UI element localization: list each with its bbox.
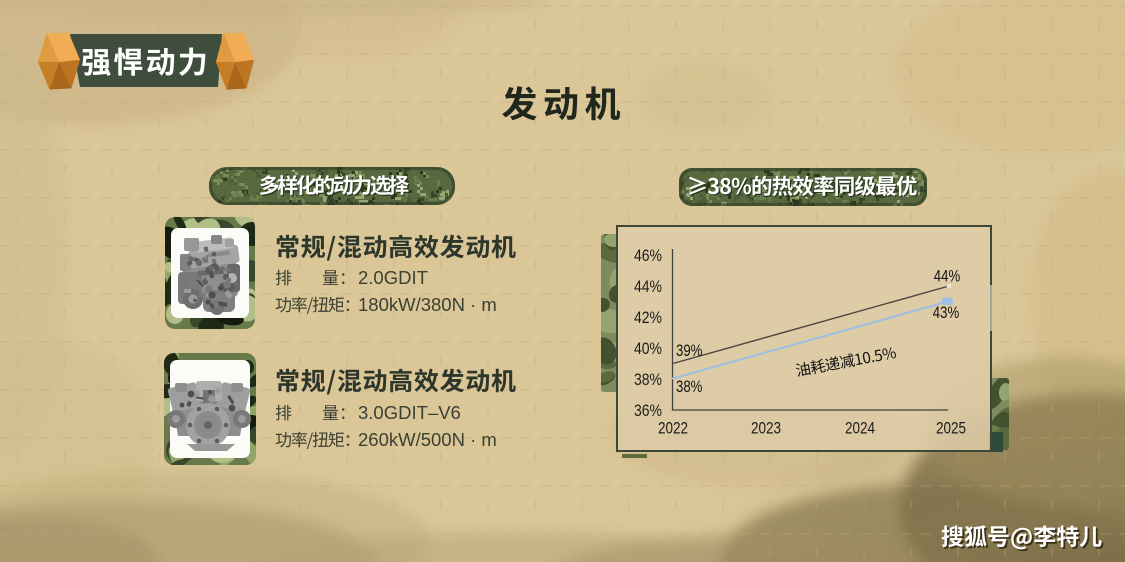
- svg-text:39%: 39%: [676, 342, 702, 361]
- svg-text:260kW/500N · m: 260kW/500N · m: [358, 429, 497, 450]
- svg-text:2025: 2025: [936, 419, 966, 438]
- svg-text:38%: 38%: [676, 378, 702, 397]
- svg-text:38%: 38%: [634, 371, 662, 389]
- svg-text:180kW/380N · m: 180kW/380N · m: [358, 294, 497, 315]
- svg-text:43%: 43%: [933, 304, 959, 323]
- svg-text:44%: 44%: [934, 267, 960, 286]
- svg-text:2022: 2022: [658, 419, 688, 438]
- svg-text:40%: 40%: [634, 340, 662, 358]
- svg-text:3.0GDIT–V6: 3.0GDIT–V6: [358, 402, 461, 423]
- svg-text:42%: 42%: [634, 309, 662, 327]
- svg-text:2023: 2023: [751, 419, 781, 438]
- svg-text:46%: 46%: [634, 247, 662, 265]
- svg-text:2.0GDIT: 2.0GDIT: [358, 267, 428, 288]
- svg-text:2024: 2024: [845, 419, 875, 438]
- svg-text:44%: 44%: [634, 278, 662, 296]
- svg-text:36%: 36%: [634, 402, 662, 420]
